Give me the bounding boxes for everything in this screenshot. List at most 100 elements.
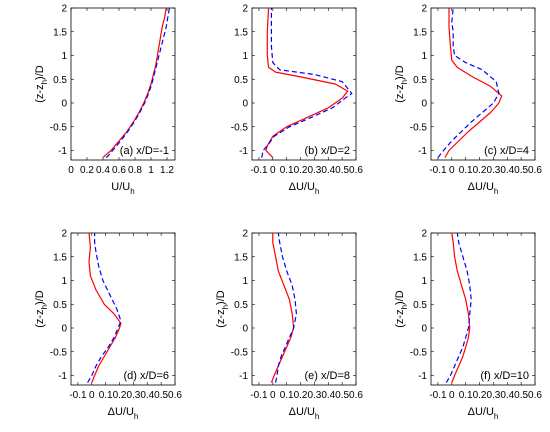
y-tick-label: -0.5 [410,347,428,358]
x-tick-label: 0.5 [514,390,528,401]
chart-panel-2: -0.1 0 0.1 0.2 0.3 0.4 0.5 0.6-1-0.500.511.52(b… [231,4,364,197]
x-tick-label: 0.3 [307,165,321,176]
x-tick-label: 0.4 [96,165,110,176]
x-tick-label: 0 [68,165,74,176]
x-tick-label: 0.8 [128,165,142,176]
panel-label: (f) x/D=10 [480,370,529,382]
x-tick-label: -0.1 [69,390,87,401]
x-tick-label: 0.1 [99,390,113,401]
series-line-simulated [445,232,472,383]
y-tick-label: 0.5 [413,75,427,86]
y-axis-label-subscript: h [40,80,49,84]
y-tick-label: -1 [418,371,427,382]
y-tick-label: 1.5 [53,252,67,263]
y-tick-label: 0 [242,324,248,335]
x-tick-label: 0.2 [80,165,94,176]
y-tick-label: -1 [239,146,248,157]
y-tick-label: 0.5 [53,75,67,86]
x-tick-label: -0.1 [250,165,268,176]
plot-frame [70,232,176,386]
chart-panel-4: -0.1 0 0.1 0.2 0.3 0.4 0.5 0.6-1-0.500.511.52(d… [34,229,182,422]
x-tick-label: 0 [270,390,276,401]
x-tick-label: 0.5 [335,390,349,401]
x-axis-label-subscript: h [494,187,498,196]
x-tick-label: 0 [449,165,455,176]
y-tick-label: 1.5 [53,27,67,38]
x-tick-label: 0.6 [528,165,542,176]
x-tick-label: 0.6 [168,390,182,401]
x-tick-label: 0.3 [307,390,321,401]
series-line-simulated [87,233,122,383]
panel-label: (c) x/D=4 [484,145,529,157]
x-tick-label: 0.3 [486,165,500,176]
y-axis-label: (z-zh)/D [34,65,49,103]
panel-label: (d) x/D=6 [123,370,169,382]
y-tick-label: -1 [58,371,67,382]
x-tick-label: 0 [449,390,455,401]
y-axis-label-tail: )/D [34,290,46,305]
x-tick-label: 0.2 [294,165,308,176]
series-line-simulated [275,232,297,383]
y-tick-label: 2 [61,4,67,15]
series-line-simulated [261,8,353,158]
x-tick-label: 0.5 [154,390,168,401]
y-axis-label: (z-zh)/D [215,290,230,328]
x-tick-label: 0.4 [321,165,335,176]
y-axis-label: (z-zh)/D [34,290,49,328]
y-tick-label: 0 [61,99,67,110]
x-tick-label: 0.6 [349,165,363,176]
y-axis-label-subscript: h [40,305,49,309]
y-axis-label-subscript: h [400,305,409,309]
y-tick-label: -0.5 [50,347,68,358]
x-tick-label: 0.5 [514,165,528,176]
panel-label: (b) x/D=2 [304,145,350,157]
panel-label: (a) x/D=-1 [120,145,169,157]
y-tick-label: 1 [61,276,67,287]
y-axis-label: (z-zh)/D [394,290,409,328]
y-tick-label: 2 [242,229,248,240]
y-axis-label: (z-zh)/D [394,65,409,103]
x-axis-label: ΔU/Uh [468,406,499,421]
x-axis-label: ΔU/Uh [289,181,320,196]
plot-frame [430,232,536,386]
y-tick-label: 1.5 [234,252,248,263]
y-tick-label: 2 [421,4,427,15]
y-axis-label-subscript: h [221,305,230,309]
x-tick-label: 1.2 [160,165,174,176]
x-axis-label-subscript: h [494,412,498,421]
x-tick-label: 0.5 [335,165,349,176]
x-tick-label: 0.4 [500,390,514,401]
x-tick-label: 0.1 [459,390,473,401]
y-tick-label: 0 [242,99,248,110]
chart-panel-5: -0.1 0 0.1 0.2 0.3 0.4 0.5 0.6-1-0.500.511.52(e… [215,229,363,422]
x-tick-label: -0.1 [250,390,268,401]
series-line-measured [444,8,503,158]
x-tick-label: 0.6 [528,390,542,401]
x-tick-label: 0.3 [486,390,500,401]
series-line-measured [102,7,167,159]
y-tick-label: -0.5 [231,122,249,133]
y-tick-label: 1.5 [413,27,427,38]
x-axis-label-subscript: h [130,187,134,196]
series-line-simulated [437,7,500,158]
y-tick-label: 0 [421,324,427,335]
x-axis-label: ΔU/Uh [289,406,320,421]
x-tick-label: 0 [270,165,276,176]
y-tick-label: -1 [239,371,248,382]
x-axis-label: U/Uh [111,181,134,196]
series-line-measured [88,232,122,383]
y-axis-label-tail: )/D [394,65,406,80]
y-axis-label-tail: )/D [34,65,46,80]
y-tick-label: 0.5 [53,300,67,311]
y-axis-label-tail: )/D [394,290,406,305]
x-axis-label-subscript: h [315,412,319,421]
y-tick-label: -0.5 [231,347,249,358]
y-axis-label-subscript: h [400,80,409,84]
x-tick-label: 1 [148,165,154,176]
x-axis-label: ΔU/Uh [468,181,499,196]
chart-panel-3: -0.1 0 0.1 0.2 0.3 0.4 0.5 0.6-1-0.500.511.52(c… [394,4,542,197]
x-tick-label: 0.2 [473,390,487,401]
chart-panel-6: -0.1 0 0.1 0.2 0.3 0.4 0.5 0.6-1-0.500.511.52(f… [394,229,542,422]
y-axis-label-tail: )/D [215,290,227,305]
y-tick-label: -0.5 [410,122,428,133]
